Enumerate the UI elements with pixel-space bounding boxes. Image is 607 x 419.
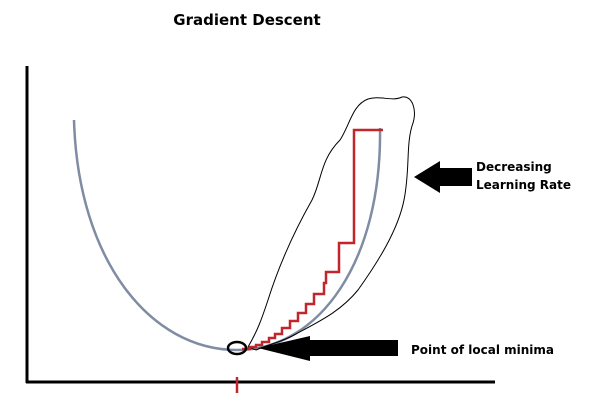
learning-rate-label: Decreasing Learning Rate [476,160,571,192]
learning-rate-arrow [414,161,472,193]
local-minima-label: Point of local minima [411,343,554,357]
learning-rate-outline [247,96,415,351]
descent-steps [242,128,383,351]
diagram-title: Gradient Descent [173,11,321,29]
local-minimum-marker [226,340,248,356]
cost-curve [72,119,382,352]
local-minima-arrow [258,336,398,361]
